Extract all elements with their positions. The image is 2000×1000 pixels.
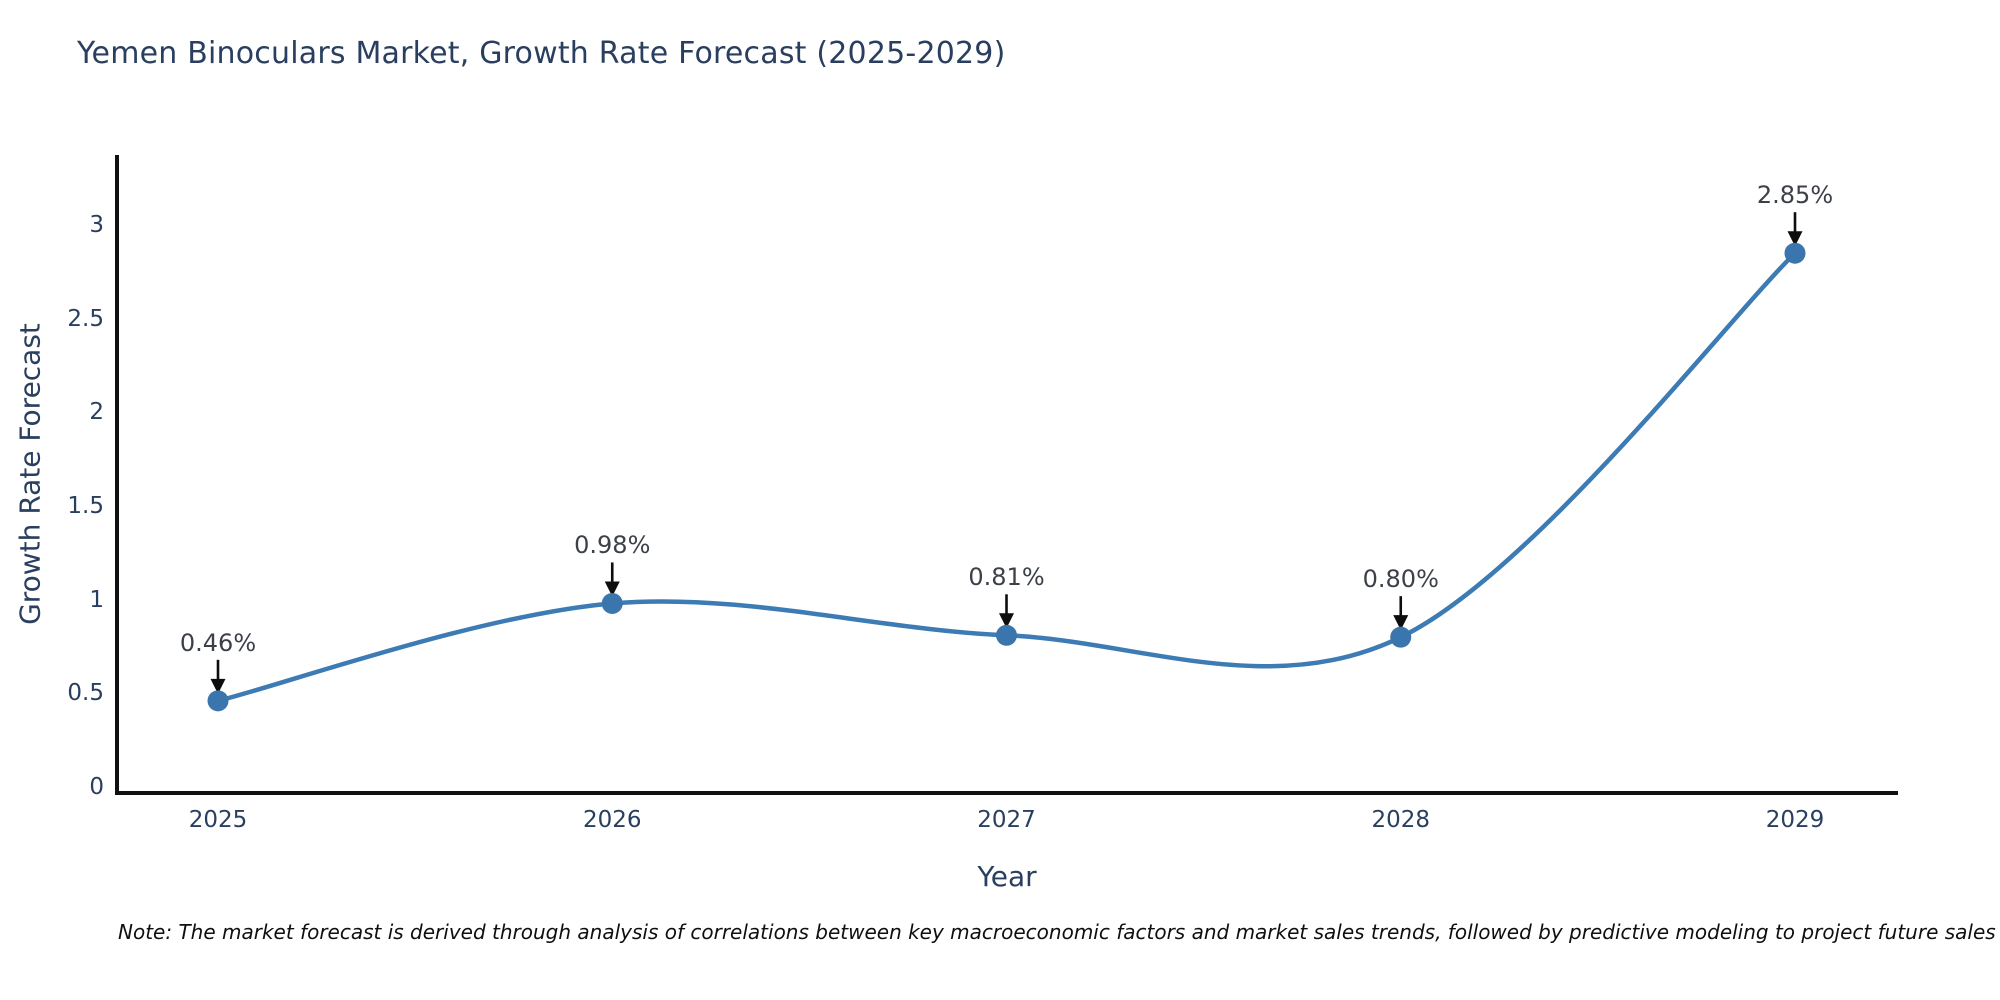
y-tick-label: 1.5 [67, 493, 104, 520]
annotation-arrowhead-icon [1393, 615, 1409, 631]
annotation-arrowhead-icon [999, 613, 1014, 629]
data-point-marker[interactable] [996, 624, 1017, 646]
y-tick-label: 2.5 [67, 305, 104, 332]
y-tick-label: 0 [89, 774, 104, 800]
annotation-arrowhead-icon [210, 678, 226, 694]
data-point-marker[interactable] [207, 690, 229, 712]
data-point-label: 0.80% [1362, 565, 1439, 594]
annotation-arrowhead-icon [604, 581, 620, 597]
y-tick-label: 0.5 [67, 680, 104, 707]
data-point-marker[interactable] [1784, 242, 1806, 264]
data-point-label: 0.98% [574, 531, 651, 560]
y-tick-label: 3 [89, 212, 104, 239]
chart-title: Yemen Binoculars Market, Growth Rate For… [77, 36, 1006, 71]
x-axis-title: Year [977, 860, 1037, 893]
data-point-label: 0.81% [968, 563, 1045, 592]
footnote: Note: The market forecast is derived thr… [118, 920, 1996, 944]
y-tick-label: 1 [89, 586, 104, 613]
x-tick-label: 2026 [582, 807, 642, 833]
data-point-label: 2.85% [1756, 181, 1834, 210]
annotation-arrowhead-icon [1787, 231, 1803, 247]
x-tick-label: 2029 [1765, 807, 1825, 833]
axis-lines [115, 155, 1898, 795]
plot-area[interactable] [117, 155, 1898, 793]
x-tick-label: 2025 [188, 807, 248, 833]
x-tick-label: 2028 [1371, 807, 1431, 833]
y-tick-label: 2 [89, 399, 104, 426]
line-series [215, 250, 1798, 704]
data-point-label: 0.46% [179, 628, 257, 657]
data-point-marker[interactable] [1390, 626, 1412, 648]
x-tick-label: 2027 [977, 807, 1036, 833]
data-point-marker[interactable] [601, 592, 623, 614]
